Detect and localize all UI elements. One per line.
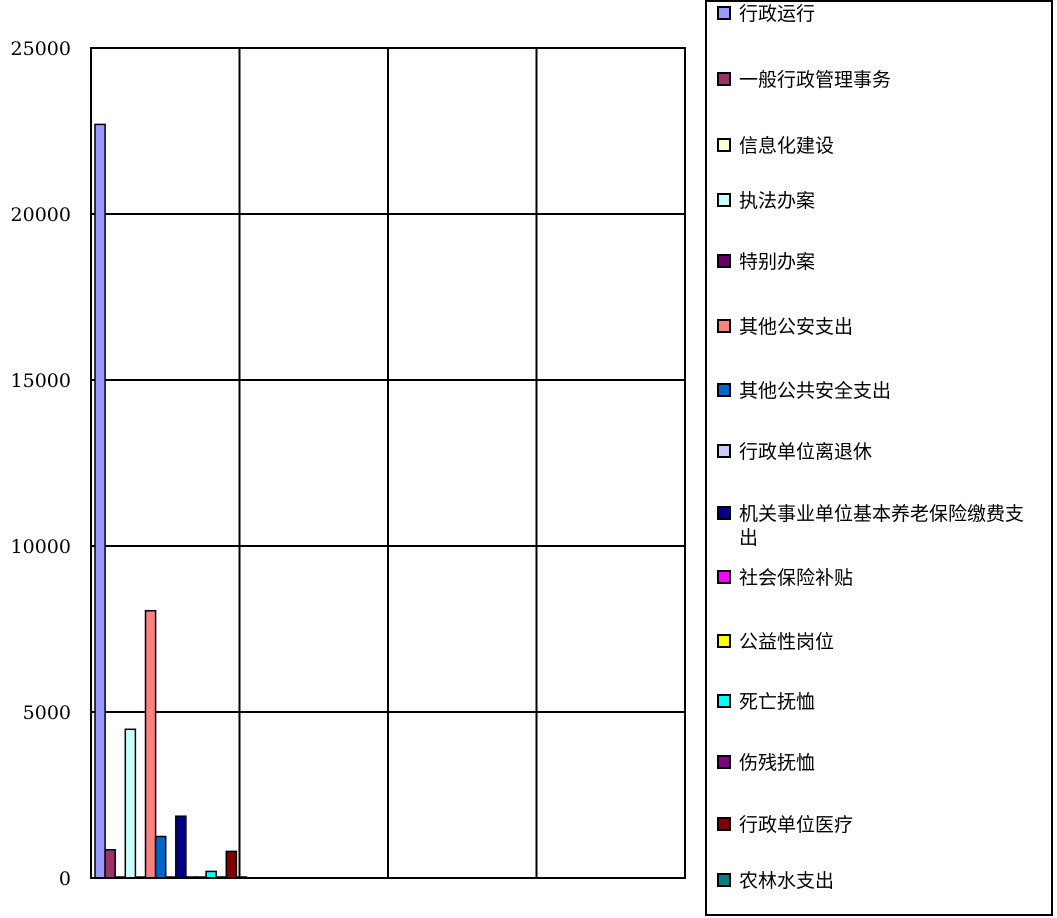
legend-label: 死亡抚恤 [739,691,816,713]
bar-5 [144,609,157,879]
legend-swatch [717,138,731,152]
y-tick-label: 25000 [11,38,71,60]
legend-swatch [717,6,731,20]
legend-label: 伤残抚恤 [739,752,816,774]
legend-label: 一般行政管理事务 [739,69,892,91]
chart: 0 5000 10000 15000 20000 25000 [11,38,686,890]
bar-8 [175,815,187,879]
y-tick-label: 0 [59,868,71,890]
legend-swatch [717,694,731,708]
legend-swatch [717,383,731,397]
legend-swatch [717,319,731,333]
y-tick-label: 5000 [23,702,71,724]
legend-swatch [717,254,731,268]
legend-label: 农林水支出 [739,870,835,892]
legend-label: 行政单位离退休 [739,441,873,463]
legend-swatch [717,72,731,86]
legend-label: 执法办案 [739,190,816,212]
legend-label: 其他公共安全支出 [739,380,892,402]
legend-label: 特别办案 [739,251,816,273]
y-tick-label: 10000 [11,536,71,558]
plot-area-frame [90,47,686,879]
legend: 行政运行一般行政管理事务 信息化建设执法办案特别办案其他公安支出其他公共安全支出行… [705,0,1053,916]
legend-label: 信息化建设 [739,135,835,157]
legend-swatch [717,193,731,207]
legend-swatch [717,634,731,648]
bars [94,123,248,879]
bar-13 [225,850,238,879]
legend-swatch [717,817,731,831]
legend-swatch [717,570,731,584]
legend-swatch [717,873,731,887]
legend-label: 行政单位医疗 [739,814,854,836]
legend-label: 公益性岗位 [739,631,835,653]
y-tick-label: 20000 [11,204,71,226]
legend-label: 行政运行 [739,3,816,25]
bar-6 [154,835,167,879]
legend-swatch [717,506,731,520]
bar-0 [94,123,106,879]
bar-3 [124,728,137,879]
legend-label: 其他公安支出 [739,316,854,338]
gridlines [91,47,685,879]
bar-1 [104,849,116,879]
y-axis-ticks: 0 5000 10000 15000 20000 25000 [11,38,71,890]
legend-swatch [717,755,731,769]
legend-swatch [717,444,731,458]
legend-label: 社会保险补贴 [739,567,854,589]
y-tick-label: 15000 [11,370,71,392]
legend-label: 机关事业单位基本养老保险缴费支出 [739,503,1025,549]
